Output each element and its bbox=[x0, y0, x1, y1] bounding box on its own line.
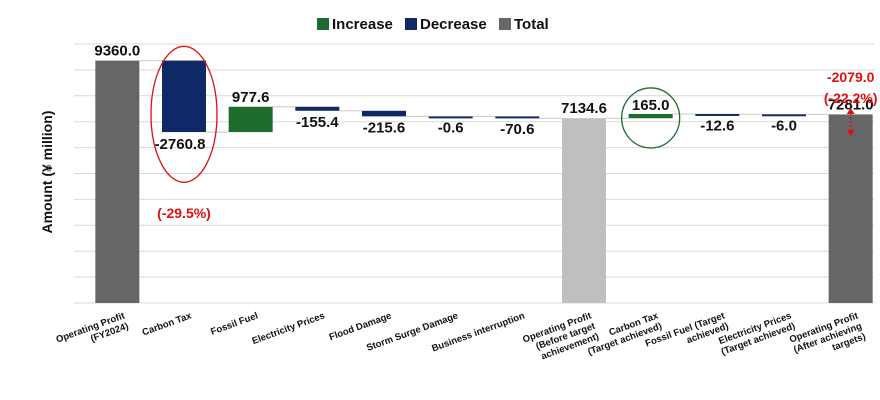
final-diff-pct-label: (-22.2%) bbox=[824, 90, 878, 106]
value-label-9: -12.6 bbox=[700, 117, 734, 134]
legend-swatch-decrease bbox=[405, 18, 417, 30]
carbon-tax-pct-label: (-29.5%) bbox=[157, 205, 211, 221]
legend-label-total: Total bbox=[514, 16, 549, 33]
value-label-7: 7134.6 bbox=[561, 100, 607, 117]
final-diff-label: -2079.0 bbox=[827, 69, 875, 85]
y-axis-label: Amount (¥ million) bbox=[39, 111, 55, 234]
bar-6 bbox=[495, 116, 540, 119]
x-tick-label-line: Fossil Fuel bbox=[209, 310, 259, 337]
bar-2 bbox=[228, 106, 273, 133]
x-tick-0: Operating Profit(FY2024) bbox=[55, 310, 130, 345]
value-label-11: 7281.0 bbox=[828, 96, 874, 113]
legend-label-decrease: Decrease bbox=[420, 16, 487, 33]
value-label-3: -155.4 bbox=[296, 114, 339, 131]
x-tick-1: Carbon Tax bbox=[141, 310, 194, 338]
diff-arrow-up-icon bbox=[846, 108, 855, 114]
carbon-tax-target-highlight-circle bbox=[621, 87, 681, 149]
legend-swatch-total bbox=[499, 18, 511, 30]
value-label-4: -215.6 bbox=[363, 119, 406, 136]
x-tick-labels: Operating Profit(FY2024) Carbon Tax Fossil… bbox=[55, 310, 868, 362]
x-tick-10: Electricity Prices(Target achieved) bbox=[717, 310, 796, 357]
x-tick-2: Fossil Fuel bbox=[209, 310, 259, 337]
bar-5 bbox=[428, 116, 473, 119]
value-label-6: -70.6 bbox=[500, 121, 534, 138]
bar-8 bbox=[628, 113, 673, 119]
value-label-10: -6.0 bbox=[771, 117, 797, 134]
bar-1 bbox=[162, 60, 206, 133]
bars bbox=[95, 60, 873, 304]
bar-11 bbox=[828, 114, 873, 304]
x-tick-label-line: Carbon Tax bbox=[141, 310, 194, 338]
value-label-0: 9360.0 bbox=[94, 43, 140, 60]
value-labels: 9360.0 -2760.8 977.6 -155.4 -215.6 -0.6 -70.6 7… bbox=[94, 43, 873, 154]
diff-arrow-down-icon bbox=[846, 130, 855, 136]
bar-9 bbox=[695, 113, 740, 116]
legend-swatch-increase bbox=[317, 18, 329, 30]
value-label-2: 977.6 bbox=[232, 89, 270, 106]
bar-4 bbox=[362, 110, 406, 117]
value-label-1: -2760.8 bbox=[155, 136, 206, 153]
gridlines bbox=[74, 43, 874, 304]
bar-10 bbox=[762, 114, 806, 117]
x-tick-3: Electricity Prices bbox=[251, 310, 327, 347]
x-tick-label-line: Electricity Prices bbox=[251, 310, 327, 347]
connector-lines bbox=[139, 60, 829, 133]
value-label-8: 165.0 bbox=[632, 97, 670, 114]
value-label-5: -0.6 bbox=[438, 119, 464, 136]
carbon-tax-highlight-ellipse bbox=[150, 45, 218, 183]
bar-3 bbox=[295, 106, 340, 111]
legend: Increase Decrease Total bbox=[317, 16, 549, 33]
legend-label-increase: Increase bbox=[332, 16, 393, 33]
bar-7 bbox=[562, 118, 606, 303]
annotations: (-29.5%) -2079.0 (-22.2%) bbox=[150, 45, 878, 221]
bar-0 bbox=[95, 60, 140, 303]
